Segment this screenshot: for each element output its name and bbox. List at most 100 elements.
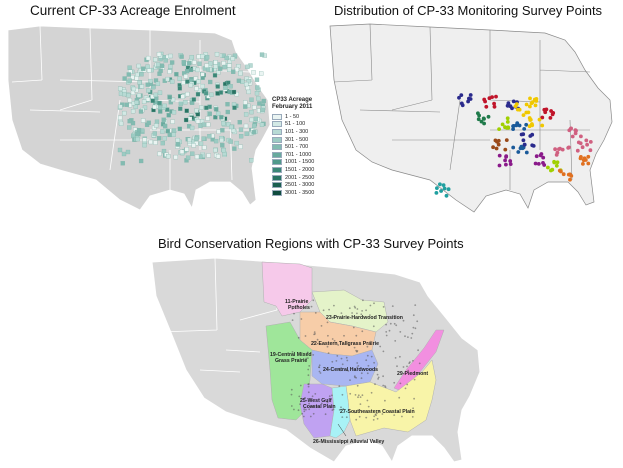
bcr-survey-point — [318, 366, 321, 369]
survey-point — [524, 110, 529, 115]
county-cell — [199, 105, 204, 110]
county-cell — [162, 136, 167, 141]
county-cell — [188, 67, 194, 73]
bcr-survey-point — [290, 388, 293, 391]
bcr-survey-point — [365, 309, 367, 312]
county-cell — [215, 84, 220, 89]
county-cell — [146, 120, 151, 125]
bcr-24-central-hardwoods — [311, 349, 379, 387]
county-cell — [135, 136, 140, 142]
county-cell — [190, 151, 195, 156]
bcr-survey-point — [395, 324, 398, 327]
county-cell — [145, 55, 151, 61]
county-cell — [142, 105, 148, 110]
county-cell — [157, 136, 162, 141]
bcr-survey-point — [299, 384, 302, 387]
survey-point — [444, 193, 449, 198]
county-cell — [200, 83, 205, 89]
bcr-survey-point — [376, 373, 379, 376]
county-cell — [225, 102, 230, 107]
bcr-survey-point — [340, 357, 343, 360]
survey-point — [504, 162, 508, 167]
bcr-survey-point — [318, 364, 321, 367]
county-cell — [126, 72, 131, 77]
bcr-survey-point — [337, 368, 340, 371]
bcr-survey-point — [349, 392, 352, 395]
survey-point — [528, 104, 532, 109]
survey-point — [511, 127, 515, 131]
county-cell — [187, 60, 192, 66]
bcr-survey-point — [366, 345, 369, 348]
survey-point — [534, 97, 539, 101]
survey-point — [434, 191, 439, 195]
bcr-survey-point — [312, 354, 315, 356]
bcr-survey-points — [290, 299, 421, 421]
bcr-survey-point — [412, 359, 414, 362]
bcr-survey-point — [407, 336, 409, 338]
county-cell — [194, 154, 200, 160]
bcr-survey-point — [373, 361, 375, 364]
bcr-survey-point — [391, 305, 394, 307]
county-cell — [191, 143, 196, 148]
county-cell — [194, 86, 199, 91]
county-cell — [202, 145, 207, 150]
county-cell — [142, 142, 147, 148]
bcr-survey-point — [361, 394, 364, 397]
survey-point — [491, 145, 495, 150]
county-cell — [194, 136, 199, 141]
legend-label: 2501 - 3000 — [285, 182, 315, 189]
bcr-survey-point — [357, 396, 359, 399]
bcr-label-24: 24-Central Hardwoods — [323, 367, 378, 373]
survey-point — [492, 104, 497, 109]
bcr-survey-point — [399, 382, 402, 385]
bcr-survey-point — [337, 344, 340, 346]
survey-point — [466, 99, 470, 104]
county-cell — [229, 124, 234, 130]
bcr-survey-point — [411, 332, 414, 335]
bcr-survey-point — [318, 370, 321, 373]
bcr-survey-point — [399, 331, 402, 333]
bcr-survey-point — [291, 319, 294, 321]
survey-point — [574, 128, 578, 133]
bcr-label-29: 29-Piedmont — [397, 371, 428, 377]
county-cell — [168, 53, 173, 59]
bcr-label-19-line1: 19-Central Mixed — [270, 352, 312, 358]
bcr-survey-point — [370, 391, 373, 394]
bcr-survey-point — [338, 409, 341, 411]
bcr-survey-point — [340, 312, 343, 314]
county-cell — [259, 71, 264, 76]
survey-point — [580, 145, 585, 150]
county-cell — [171, 110, 177, 115]
county-cell — [167, 95, 172, 100]
survey-point — [504, 155, 508, 159]
county-cell — [189, 55, 194, 60]
county-cell — [245, 64, 250, 70]
legend-label: 101 - 300 — [285, 128, 309, 135]
bcr-survey-point — [347, 369, 350, 372]
bcr-survey-point — [297, 336, 300, 339]
county-cell — [226, 122, 231, 127]
county-cell — [259, 122, 265, 127]
bcr-survey-point — [373, 415, 376, 418]
county-cell — [227, 63, 232, 68]
county-cell — [177, 86, 182, 91]
legend-label: 51 - 100 — [285, 121, 306, 128]
bcr-survey-point — [304, 396, 306, 399]
county-cell — [246, 79, 251, 84]
survey-point — [516, 150, 521, 154]
county-cell — [120, 161, 125, 166]
bcr-survey-point — [314, 333, 316, 335]
bcr-survey-point — [361, 310, 363, 312]
bcr-survey-point — [385, 334, 388, 337]
survey-point — [482, 121, 486, 126]
county-cell — [251, 130, 256, 135]
county-cell — [162, 103, 167, 109]
survey-point — [492, 101, 496, 106]
legend-item: 1001 - 1500 — [272, 159, 314, 167]
bcr-labels: 11-Prairie Potholes 23-Prairie-Hardwood … — [270, 299, 428, 445]
bcr-survey-point — [389, 322, 392, 325]
bcr-survey-point — [382, 375, 384, 378]
bcr-survey-point — [376, 417, 379, 420]
survey-point — [537, 117, 542, 122]
